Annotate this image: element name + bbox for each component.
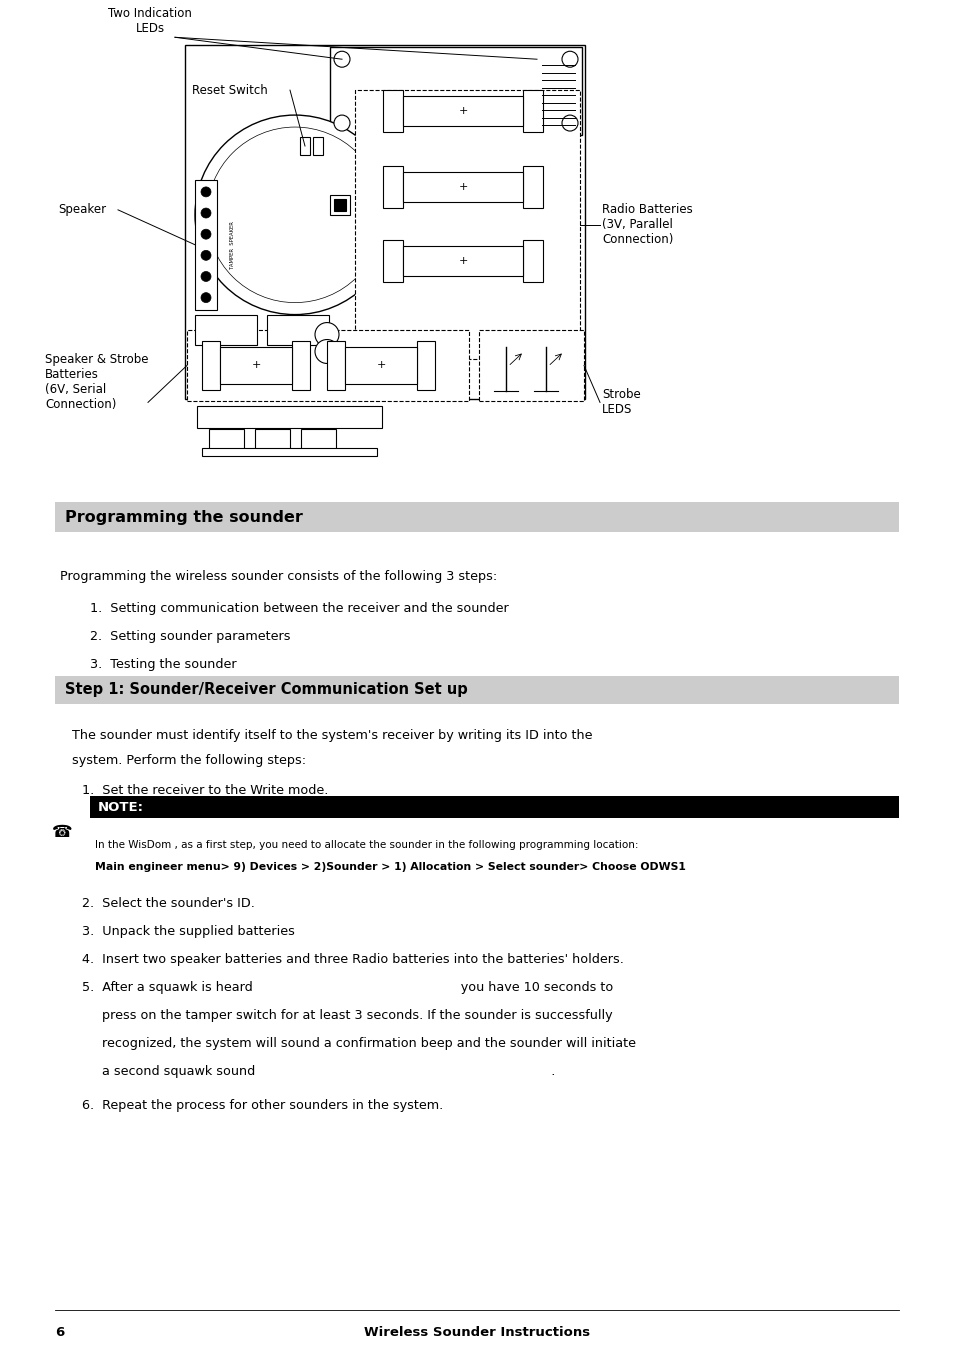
Circle shape bbox=[201, 272, 211, 281]
Text: Step 1: Sounder/Receiver Communication Set up: Step 1: Sounder/Receiver Communication S… bbox=[65, 683, 467, 698]
Text: recognized, the system will sound a confirmation beep and the sounder will initi: recognized, the system will sound a conf… bbox=[102, 1037, 636, 1049]
Circle shape bbox=[334, 115, 350, 131]
Text: 1.  Setting communication between the receiver and the sounder: 1. Setting communication between the rec… bbox=[90, 602, 508, 615]
Bar bbox=[185, 45, 584, 399]
Circle shape bbox=[561, 115, 578, 131]
Bar bbox=[327, 341, 345, 391]
Text: 3.  Unpack the supplied batteries: 3. Unpack the supplied batteries bbox=[82, 925, 294, 938]
Bar bbox=[187, 330, 469, 402]
Circle shape bbox=[561, 51, 578, 68]
Bar bbox=[90, 796, 898, 818]
Circle shape bbox=[201, 250, 211, 261]
Bar bbox=[355, 91, 579, 360]
Text: a second squawk sound                                                           : a second squawk sound bbox=[102, 1065, 555, 1078]
Bar bbox=[267, 315, 329, 345]
Text: Reset Switch: Reset Switch bbox=[192, 84, 268, 96]
Bar bbox=[334, 199, 346, 211]
Bar bbox=[402, 246, 522, 276]
Text: Wireless Sounder Instructions: Wireless Sounder Instructions bbox=[363, 1325, 590, 1338]
Bar bbox=[220, 346, 292, 384]
Text: Programming the sounder: Programming the sounder bbox=[65, 510, 302, 525]
Bar bbox=[402, 96, 522, 126]
Circle shape bbox=[201, 292, 211, 303]
Text: Radio Batteries
(3V, Parallel
Connection): Radio Batteries (3V, Parallel Connection… bbox=[601, 203, 692, 246]
Bar bbox=[55, 502, 898, 533]
Bar bbox=[202, 341, 220, 391]
Bar bbox=[301, 430, 335, 452]
Bar bbox=[382, 239, 402, 281]
Circle shape bbox=[201, 187, 211, 197]
Bar bbox=[402, 172, 522, 201]
Text: +: + bbox=[457, 105, 467, 116]
Circle shape bbox=[201, 230, 211, 239]
Bar bbox=[55, 676, 898, 703]
Text: The sounder must identify itself to the system's receiver by writing its ID into: The sounder must identify itself to the … bbox=[71, 729, 592, 741]
Bar bbox=[299, 137, 310, 155]
Bar bbox=[522, 166, 542, 208]
Text: 6: 6 bbox=[55, 1325, 64, 1338]
Bar bbox=[382, 91, 402, 132]
Bar bbox=[478, 330, 583, 402]
Text: In the WisDom , as a first step, you need to allocate the sounder in the followi: In the WisDom , as a first step, you nee… bbox=[95, 841, 638, 850]
Bar bbox=[345, 346, 416, 384]
Text: press on the tamper switch for at least 3 seconds. If the sounder is successfull: press on the tamper switch for at least … bbox=[102, 1009, 612, 1022]
Bar bbox=[194, 180, 216, 310]
Bar bbox=[313, 137, 323, 155]
Bar bbox=[196, 407, 381, 429]
Bar bbox=[416, 341, 435, 391]
Bar bbox=[194, 315, 256, 345]
Text: ☎: ☎ bbox=[51, 823, 72, 841]
Bar bbox=[209, 430, 244, 452]
Text: Strobe
LEDS: Strobe LEDS bbox=[601, 388, 640, 416]
Text: +: + bbox=[375, 361, 385, 370]
Text: Speaker: Speaker bbox=[58, 203, 106, 216]
Text: NOTE:: NOTE: bbox=[98, 800, 144, 814]
Text: +: + bbox=[457, 183, 467, 192]
Text: +: + bbox=[457, 256, 467, 266]
Bar bbox=[202, 449, 376, 456]
Circle shape bbox=[314, 339, 338, 364]
Text: system. Perform the following steps:: system. Perform the following steps: bbox=[71, 754, 306, 768]
Bar bbox=[292, 341, 310, 391]
Bar bbox=[522, 239, 542, 281]
Text: Speaker & Strobe
Batteries
(6V, Serial
Connection): Speaker & Strobe Batteries (6V, Serial C… bbox=[45, 353, 149, 411]
Text: TAMPER  SPEAKER: TAMPER SPEAKER bbox=[231, 220, 235, 269]
Circle shape bbox=[207, 127, 382, 303]
Text: Two Indication
LEDs: Two Indication LEDs bbox=[108, 7, 192, 35]
Text: 3.  Testing the sounder: 3. Testing the sounder bbox=[90, 657, 236, 671]
Circle shape bbox=[194, 115, 395, 315]
Bar bbox=[522, 91, 542, 132]
Text: +: + bbox=[251, 361, 260, 370]
Text: 2.  Setting sounder parameters: 2. Setting sounder parameters bbox=[90, 630, 291, 642]
Text: 2.  Select the sounder's ID.: 2. Select the sounder's ID. bbox=[82, 898, 254, 910]
Text: 6.  Repeat the process for other sounders in the system.: 6. Repeat the process for other sounders… bbox=[82, 1099, 443, 1111]
Text: 1.  Set the receiver to the Write mode.: 1. Set the receiver to the Write mode. bbox=[82, 784, 328, 798]
Text: Programming the wireless sounder consists of the following 3 steps:: Programming the wireless sounder consist… bbox=[60, 571, 497, 583]
Text: 5.  After a squawk is heard                                                    y: 5. After a squawk is heard y bbox=[82, 982, 613, 994]
Text: 4.  Insert two speaker batteries and three Radio batteries into the batteries' h: 4. Insert two speaker batteries and thre… bbox=[82, 953, 623, 965]
Bar bbox=[330, 47, 581, 135]
Circle shape bbox=[201, 208, 211, 218]
Circle shape bbox=[314, 323, 338, 346]
Text: Main engineer menu> 9) Devices > 2)Sounder > 1) Allocation > Select sounder> Cho: Main engineer menu> 9) Devices > 2)Sound… bbox=[95, 863, 685, 872]
Circle shape bbox=[334, 51, 350, 68]
Bar bbox=[330, 195, 350, 215]
Bar bbox=[382, 166, 402, 208]
Bar bbox=[254, 430, 290, 452]
